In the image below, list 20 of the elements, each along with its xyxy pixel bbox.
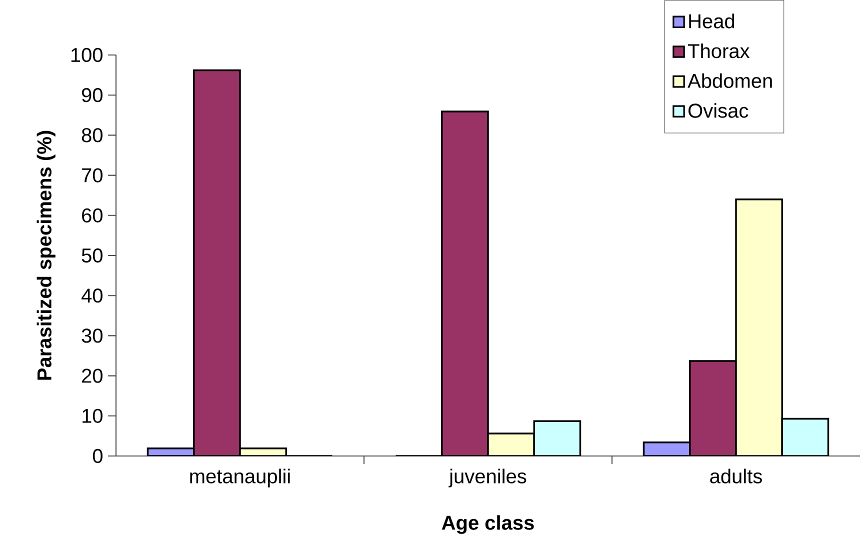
y-tick-label: 60 xyxy=(82,208,102,222)
y-axis-title: Parasitized specimens (%) xyxy=(36,130,56,380)
y-tick-label: 20 xyxy=(82,368,102,383)
y-tick-label: 40 xyxy=(82,288,102,303)
legend-label: Ovisac xyxy=(688,103,748,118)
legend-label: Head xyxy=(689,14,734,28)
x-tick-label: adults xyxy=(710,468,762,484)
y-tick-label: 100 xyxy=(71,48,102,62)
y-tick-label: 80 xyxy=(82,128,102,142)
x-axis-title: Age class xyxy=(442,515,534,534)
y-tick-label: 0 xyxy=(92,448,102,464)
y-tick-label: 10 xyxy=(82,408,102,423)
y-tick-label: 90 xyxy=(82,88,102,102)
y-tick-label: 50 xyxy=(82,248,102,263)
x-tick-label: metanauplii xyxy=(190,468,290,488)
y-tick-label: 30 xyxy=(82,328,102,343)
y-tick-label: 70 xyxy=(82,168,102,182)
legend-label: Abdomen xyxy=(688,73,772,88)
x-tick-label: juveniles xyxy=(448,468,526,488)
legend-label: Thorax xyxy=(688,43,750,58)
